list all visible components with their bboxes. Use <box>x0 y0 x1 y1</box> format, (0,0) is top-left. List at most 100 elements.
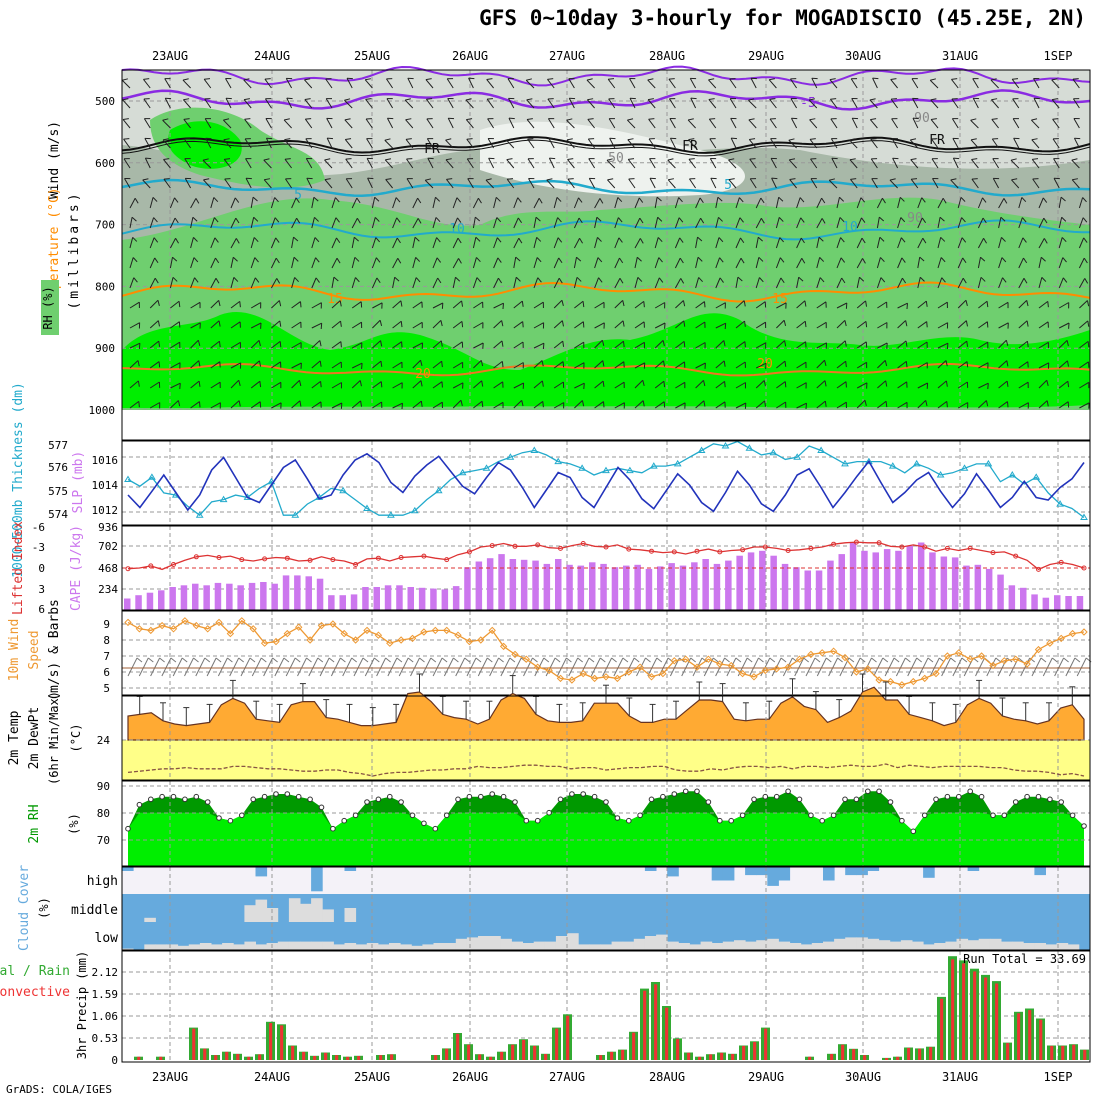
cape-bar-71 <box>929 552 936 610</box>
wind-barb-flag <box>488 157 495 160</box>
precip-conv-bar-50 <box>676 1039 680 1060</box>
wind-barb-flag <box>461 341 464 348</box>
wind-barb-staff <box>1031 139 1040 149</box>
wind-barb-307 <box>486 98 495 109</box>
wind10-point-71 <box>932 669 940 678</box>
rh2m-point-81 <box>1047 796 1053 803</box>
wind-barb-staff <box>311 401 322 409</box>
wind10-barb-flag-7 <box>215 657 222 663</box>
wind-barb-523 <box>735 341 746 349</box>
wind-barb-flag <box>886 301 888 308</box>
wind10-barb-39 <box>568 657 579 677</box>
wind-barb-flag <box>972 78 979 80</box>
contour-label-1: FR <box>424 142 440 157</box>
wind-barb-staff <box>654 277 660 289</box>
wind-barb-204 <box>364 78 373 89</box>
wind-barb-staff <box>548 157 555 169</box>
wind-barb-flag <box>1043 217 1048 224</box>
wind-barb-flag <box>860 197 866 203</box>
wind-barb-645 <box>877 400 888 409</box>
wind-barb-flag <box>587 118 594 120</box>
wind-barb-staff <box>553 197 558 209</box>
wind-barb-flag <box>446 178 453 180</box>
wind-barb-staff <box>425 98 434 109</box>
thickness-point-14 <box>291 511 300 518</box>
wind-barb-staff <box>1078 278 1086 289</box>
wind-barb-flag <box>515 276 521 282</box>
wind-barb-flag <box>283 118 290 121</box>
wind-barb-staff <box>776 340 785 349</box>
wind-barb-184 <box>331 361 342 369</box>
wind10-barb-1 <box>138 657 149 677</box>
wind-barb-staff <box>929 79 939 89</box>
wind-barb-flag <box>448 117 455 120</box>
li-point-44 <box>626 546 632 552</box>
wind-barb-314 <box>493 237 502 249</box>
cloud-low-bar-69 <box>889 941 902 950</box>
wind-barb-96 <box>230 300 241 309</box>
wind-barb-flag <box>153 217 158 223</box>
date-label-bottom-29AUG: 29AUG <box>748 1070 784 1084</box>
li-point-30 <box>466 549 472 555</box>
wind-barb-799 <box>1072 78 1080 89</box>
wind-barb-flag <box>885 380 888 387</box>
wind-barb-33 <box>149 402 161 409</box>
wind-barb-staff <box>937 198 944 209</box>
wind-barb-staff <box>129 360 139 369</box>
wind-barb-staff <box>775 277 782 289</box>
li-point-78 <box>1013 553 1019 559</box>
wind10-barb-flag-25 <box>419 657 425 663</box>
wind-barb-flag <box>213 217 219 223</box>
wind-barb-flag <box>502 402 504 409</box>
slp-tick-1016: 1016 <box>92 454 119 467</box>
wind-barb-staff <box>990 79 999 89</box>
wind-barb-682 <box>930 118 939 129</box>
wind-barb-staff <box>553 320 563 329</box>
cloud-low-bar-50 <box>678 943 690 950</box>
wind-barb-flag <box>401 382 403 389</box>
wind-barb-staff <box>250 322 262 329</box>
wind-barb-staff <box>836 360 846 369</box>
wind-barb-staff <box>892 157 899 169</box>
wind-barb-744 <box>998 339 1009 349</box>
wind-barb-staff <box>796 217 802 229</box>
wind-barb-staff <box>331 277 335 289</box>
wind-barb-flag <box>122 78 128 81</box>
wind-barb-flag <box>851 78 858 80</box>
wind-barb-665 <box>912 117 919 129</box>
rh2m-point-24 <box>398 799 404 805</box>
wind10-barb-flag-65 <box>871 657 877 663</box>
wind-barb-386 <box>574 321 585 329</box>
wind-barb-staff <box>836 237 842 249</box>
wind-barb-staff <box>432 217 437 229</box>
wind-barb-flag <box>457 217 462 223</box>
wind-barb-598 <box>830 138 838 149</box>
wind-barb-flag <box>415 257 421 262</box>
rh2m-point-74 <box>967 788 974 795</box>
wind10-point-77 <box>1000 657 1009 665</box>
wind-barb-417 <box>614 257 624 269</box>
wind-barb-staff <box>291 321 302 329</box>
precip-tick-0.53: 0.53 <box>92 1032 119 1045</box>
date-label-top-27AUG: 27AUG <box>549 49 585 63</box>
wind-barb-401 <box>594 277 603 289</box>
wind-barb-staff <box>594 360 604 369</box>
wind-barb-staff <box>755 257 760 269</box>
rh2m-point-64 <box>853 796 860 803</box>
wind-barb-467 <box>674 237 684 249</box>
wind-barb-776 <box>1038 300 1049 309</box>
li-point-12 <box>262 556 268 562</box>
wind-barb-flag <box>306 177 313 180</box>
wind-barb-612 <box>850 78 858 89</box>
cloud-low-bar-70 <box>900 940 913 950</box>
wind-barb-761 <box>1018 340 1029 349</box>
wind10-barb-flag-44 <box>633 657 640 663</box>
wind10-point-80 <box>1034 645 1043 654</box>
wind-barb-570 <box>796 258 806 269</box>
wind-barb-flag <box>601 340 605 346</box>
wind-barb-200 <box>351 342 363 349</box>
wind-barb-flag <box>1046 380 1049 386</box>
cape-tick-936: 936 <box>98 521 118 534</box>
wind-barb-573 <box>796 320 807 329</box>
wind10-barb-84 <box>1076 657 1087 677</box>
